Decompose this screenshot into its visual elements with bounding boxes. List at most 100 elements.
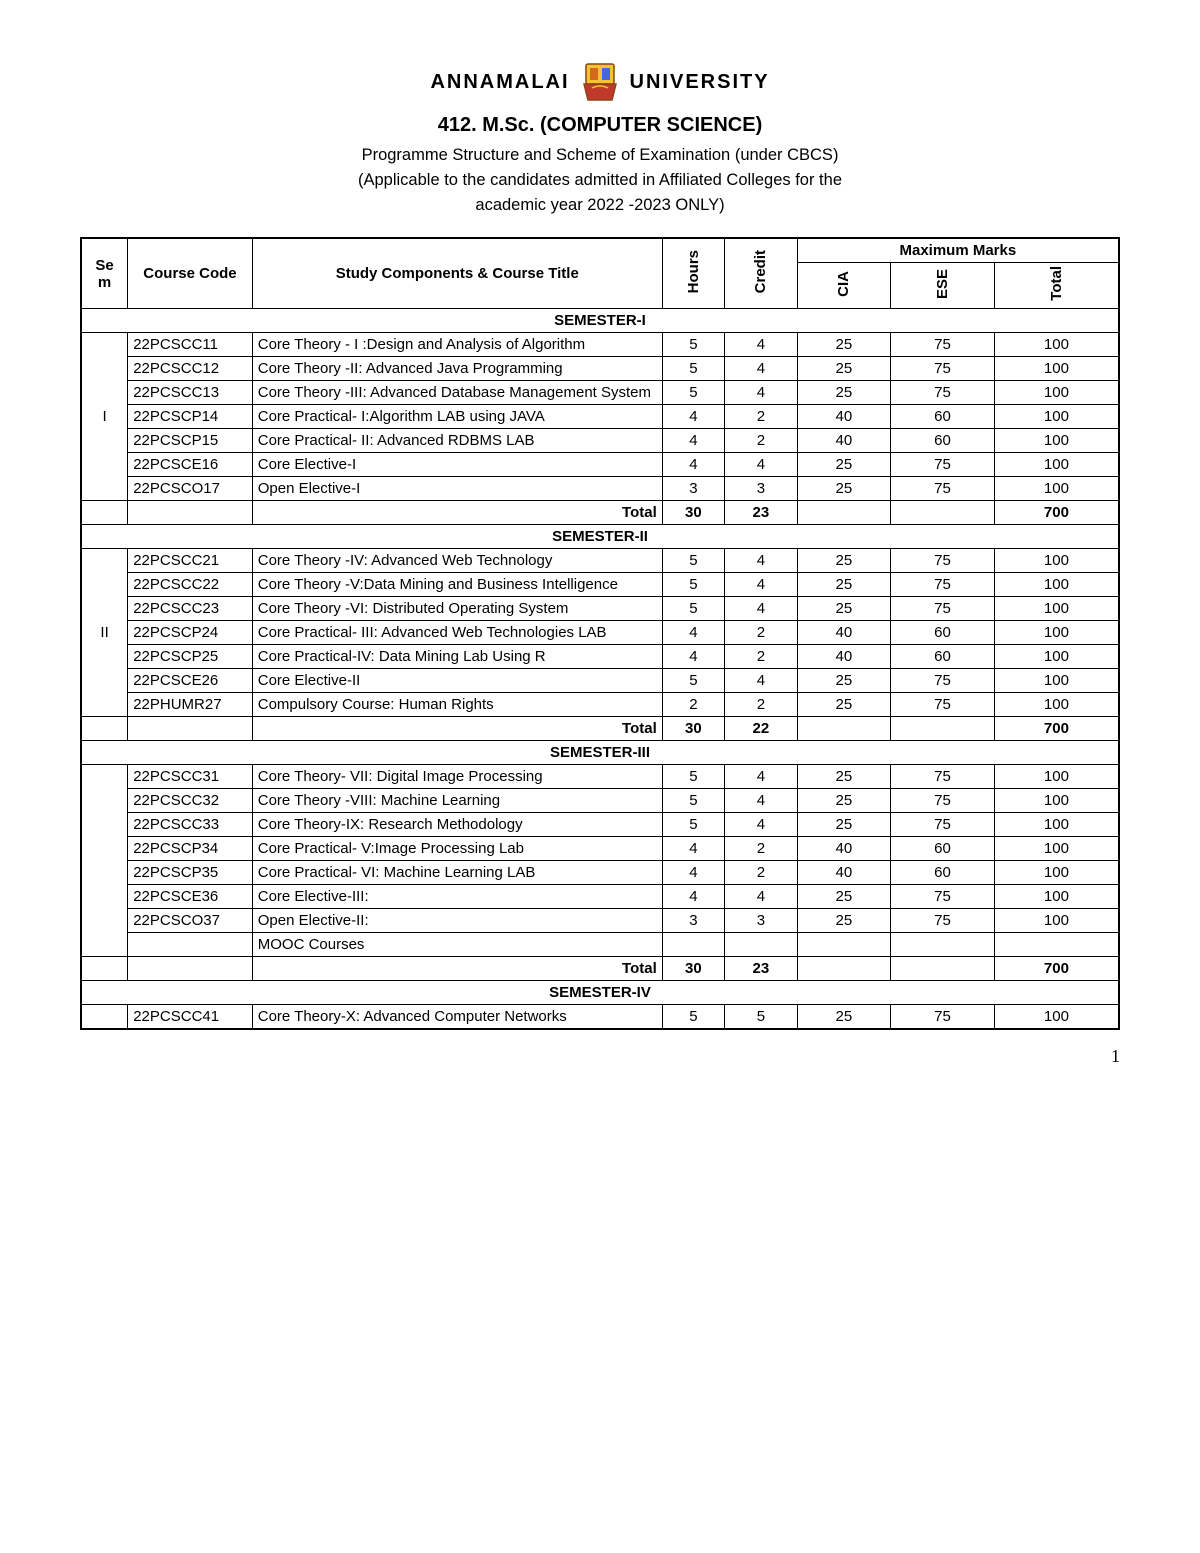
course-code-cell: 22PHUMR27 — [128, 692, 253, 716]
credit-cell: 2 — [725, 620, 798, 644]
table-body: SEMESTER-II22PCSCC11Core Theory - I :Des… — [81, 308, 1119, 1029]
row-total-cell — [994, 932, 1119, 956]
course-title-cell: Core Theory -II: Advanced Java Programmi… — [252, 356, 662, 380]
total-label-cell: Total — [252, 716, 662, 740]
total-cia-cell — [797, 500, 890, 524]
row-total-cell: 100 — [994, 380, 1119, 404]
table-row: 22PCSCC12Core Theory -II: Advanced Java … — [81, 356, 1119, 380]
table-row: II22PCSCC21Core Theory -IV: Advanced Web… — [81, 548, 1119, 572]
credit-cell: 3 — [725, 908, 798, 932]
table-row: 22PCSCP15Core Practical- II: Advanced RD… — [81, 428, 1119, 452]
subtitle-line2: (Applicable to the candidates admitted i… — [358, 171, 842, 189]
row-total-cell: 100 — [994, 812, 1119, 836]
credit-cell: 4 — [725, 788, 798, 812]
credit-cell: 4 — [725, 380, 798, 404]
cia-cell: 40 — [797, 428, 890, 452]
table-row: 22PHUMR27Compulsory Course: Human Rights… — [81, 692, 1119, 716]
course-code-cell: 22PCSCP34 — [128, 836, 253, 860]
cia-cell: 25 — [797, 380, 890, 404]
total-grand-cell: 700 — [994, 956, 1119, 980]
hours-cell: 4 — [662, 644, 724, 668]
cia-cell: 25 — [797, 764, 890, 788]
hours-cell: 5 — [662, 788, 724, 812]
table-row: 22PCSCE16Core Elective-I442575100 — [81, 452, 1119, 476]
row-total-cell: 100 — [994, 1004, 1119, 1029]
course-code-cell: 22PCSCP25 — [128, 644, 253, 668]
course-title-cell: Core Practical- VI: Machine Learning LAB — [252, 860, 662, 884]
course-title-cell: Core Theory-X: Advanced Computer Network… — [252, 1004, 662, 1029]
table-row: 22PCSCO17Open Elective-I332575100 — [81, 476, 1119, 500]
semester-label: SEMESTER-III — [81, 740, 1119, 764]
col-cia: CIA — [797, 263, 890, 309]
total-grand-cell: 700 — [994, 716, 1119, 740]
course-code-cell: 22PCSCC33 — [128, 812, 253, 836]
credit-cell: 4 — [725, 452, 798, 476]
table-row: 22PCSCO37Open Elective-II:332575100 — [81, 908, 1119, 932]
row-total-cell: 100 — [994, 908, 1119, 932]
hours-cell: 5 — [662, 764, 724, 788]
university-name-line: ANNAMALAI UNIVERSITY — [80, 60, 1120, 104]
course-title-cell: Core Theory-IX: Research Methodology — [252, 812, 662, 836]
cia-cell: 25 — [797, 908, 890, 932]
subtitle-line1: Programme Structure and Scheme of Examin… — [362, 146, 839, 164]
row-total-cell: 100 — [994, 668, 1119, 692]
cia-cell: 40 — [797, 404, 890, 428]
semester-label: SEMESTER-IV — [81, 980, 1119, 1004]
ese-cell: 75 — [891, 668, 995, 692]
col-code: Course Code — [128, 238, 253, 308]
course-title-cell: Core Theory -VI: Distributed Operating S… — [252, 596, 662, 620]
course-code-cell: 22PCSCC22 — [128, 572, 253, 596]
course-structure-table: Se m Course Code Study Components & Cour… — [80, 237, 1120, 1030]
credit-cell: 2 — [725, 644, 798, 668]
credit-cell: 4 — [725, 812, 798, 836]
course-title-cell: Core Theory -VIII: Machine Learning — [252, 788, 662, 812]
ese-cell: 75 — [891, 1004, 995, 1029]
blank-cell — [81, 956, 128, 980]
total-ese-cell — [891, 500, 995, 524]
document-header: ANNAMALAI UNIVERSITY 412. M.Sc. (COMPUTE… — [80, 60, 1120, 217]
course-title-cell: Core Theory - I :Design and Analysis of … — [252, 332, 662, 356]
course-title-cell: Open Elective-II: — [252, 908, 662, 932]
col-max-marks: Maximum Marks — [797, 238, 1119, 263]
semester-number-cell: II — [81, 548, 128, 716]
course-code-cell: 22PCSCC12 — [128, 356, 253, 380]
cia-cell: 25 — [797, 572, 890, 596]
course-title-cell: Core Elective-III: — [252, 884, 662, 908]
hours-cell: 5 — [662, 572, 724, 596]
total-label-cell: Total — [252, 956, 662, 980]
hours-cell: 5 — [662, 596, 724, 620]
table-row: 22PCSCC31Core Theory- VII: Digital Image… — [81, 764, 1119, 788]
course-code-cell — [128, 932, 253, 956]
hours-cell: 5 — [662, 356, 724, 380]
cia-cell: 40 — [797, 836, 890, 860]
credit-cell: 2 — [725, 836, 798, 860]
course-title-cell: Compulsory Course: Human Rights — [252, 692, 662, 716]
cia-cell: 25 — [797, 476, 890, 500]
ese-cell: 75 — [891, 332, 995, 356]
course-title-cell: Core Practical- V:Image Processing Lab — [252, 836, 662, 860]
table-row: 22PCSCP14Core Practical- I:Algorithm LAB… — [81, 404, 1119, 428]
row-total-cell: 100 — [994, 572, 1119, 596]
table-row: 22PCSCC33Core Theory-IX: Research Method… — [81, 812, 1119, 836]
course-code-cell: 22PCSCC31 — [128, 764, 253, 788]
ese-cell: 75 — [891, 884, 995, 908]
row-total-cell: 100 — [994, 452, 1119, 476]
col-ese: ESE — [891, 263, 995, 309]
course-code-cell: 22PCSCC21 — [128, 548, 253, 572]
row-total-cell: 100 — [994, 836, 1119, 860]
hours-cell: 5 — [662, 668, 724, 692]
ese-cell: 75 — [891, 788, 995, 812]
hours-cell: 5 — [662, 380, 724, 404]
row-total-cell: 100 — [994, 764, 1119, 788]
ese-cell: 75 — [891, 572, 995, 596]
row-total-cell: 100 — [994, 404, 1119, 428]
cia-cell: 25 — [797, 332, 890, 356]
course-code-cell: 22PCSCC13 — [128, 380, 253, 404]
semester-header-row: SEMESTER-II — [81, 524, 1119, 548]
university-logo-icon — [578, 60, 622, 104]
row-total-cell: 100 — [994, 788, 1119, 812]
col-hours: Hours — [662, 238, 724, 308]
credit-cell: 4 — [725, 332, 798, 356]
cia-cell: 25 — [797, 1004, 890, 1029]
table-row: 22PCSCP35Core Practical- VI: Machine Lea… — [81, 860, 1119, 884]
